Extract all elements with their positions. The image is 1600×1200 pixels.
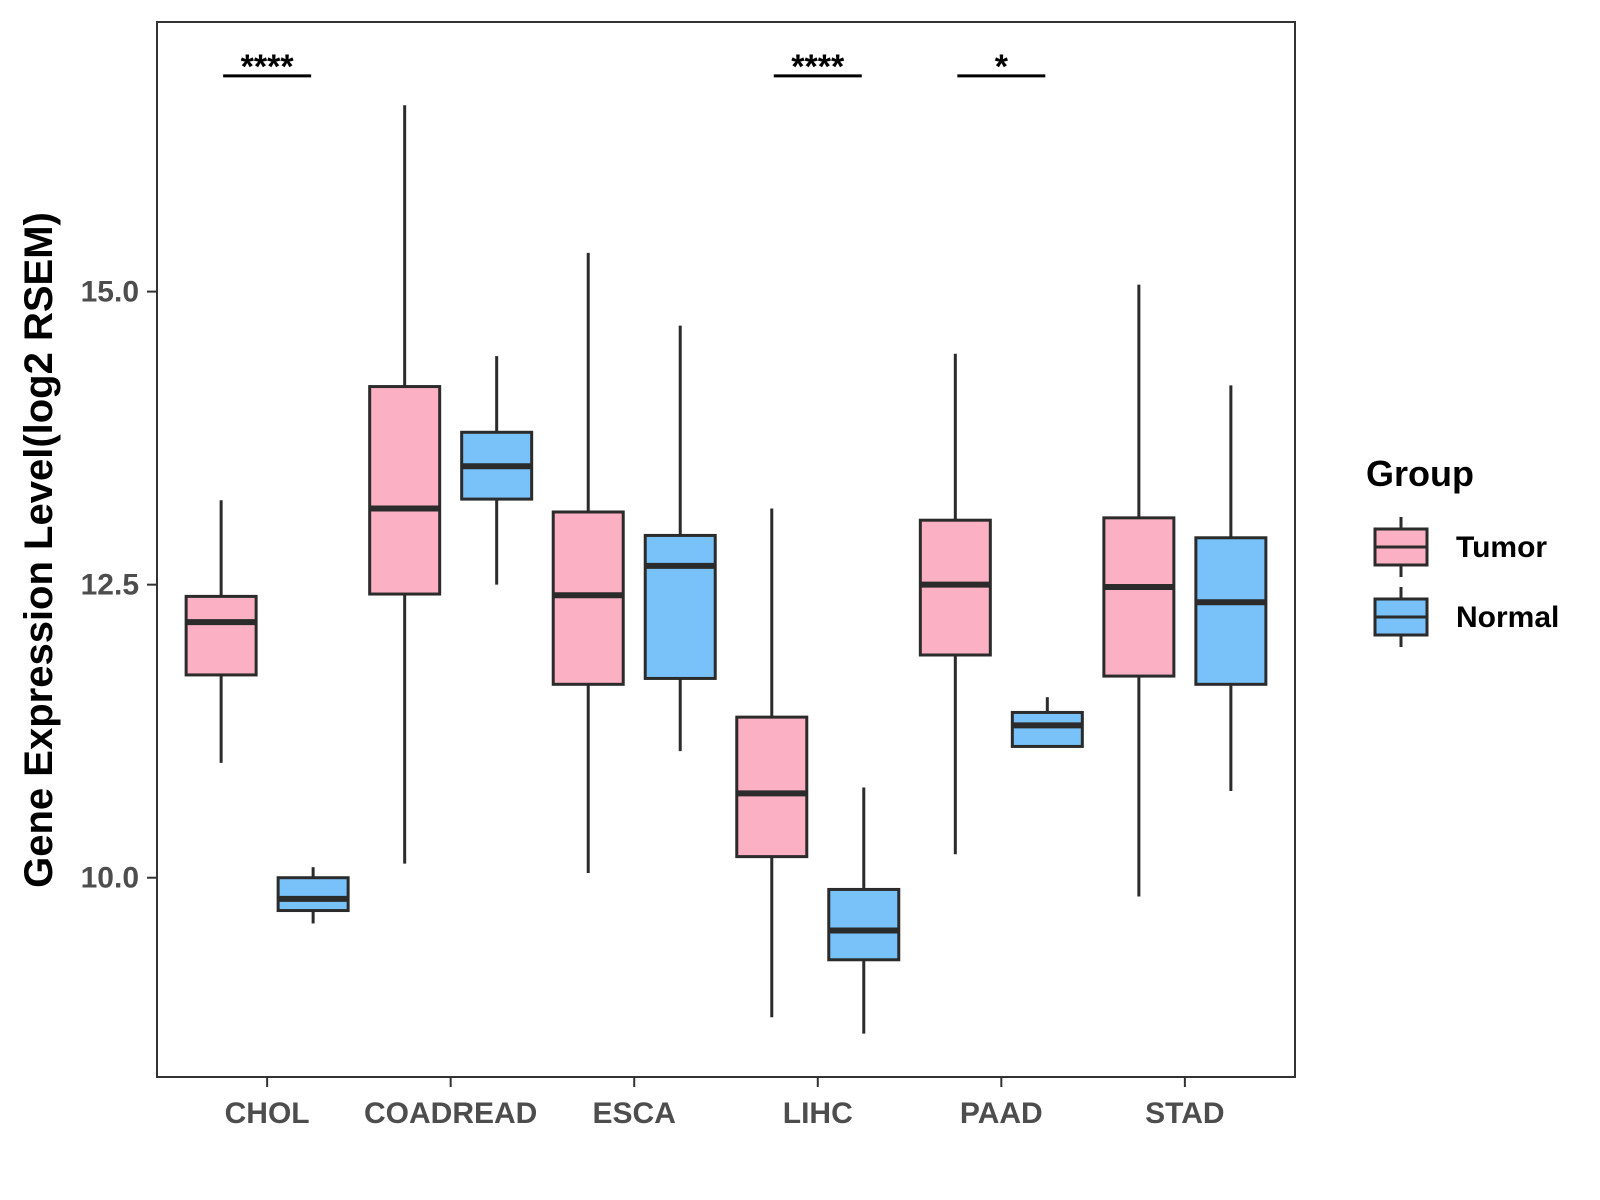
plot-panel-border [156, 21, 1296, 1078]
box-normal-paad [1010, 697, 1084, 748]
x-tick-label: LIHC [783, 1097, 853, 1130]
x-tick-label: COADREAD [364, 1097, 537, 1130]
significance-label: **** [241, 48, 295, 86]
x-tick-label: PAAD [960, 1097, 1043, 1130]
y-tick-label: 12.5 [81, 569, 139, 602]
box-tumor-stad [1102, 284, 1176, 897]
box-iqr [368, 385, 442, 596]
legend-label-tumor: Tumor [1456, 531, 1547, 564]
y-axis: 10.0 12.5 15.0 [81, 276, 157, 895]
box-iqr [276, 876, 350, 913]
x-tick-label: ESCA [593, 1097, 676, 1130]
x-tick-label: STAD [1145, 1097, 1224, 1130]
legend-title: Group [1366, 453, 1474, 494]
box-iqr [1010, 710, 1084, 748]
box-iqr [1102, 516, 1176, 678]
box-iqr [827, 887, 901, 962]
legend-key-tumor [1373, 517, 1429, 577]
box-iqr [1194, 536, 1268, 686]
box-tumor-paad [918, 353, 992, 855]
box-iqr [643, 533, 717, 680]
legend-label-normal: Normal [1456, 601, 1559, 634]
box-tumor-lihc [735, 508, 809, 1018]
box-normal-esca [643, 325, 717, 752]
box-tumor-coadread [368, 105, 442, 864]
box-tumor-esca [551, 252, 625, 874]
y-axis-label: Gene Expression Level(log2 RSEM) [17, 212, 61, 888]
significance-label: **** [791, 48, 845, 86]
significance-label: * [995, 48, 1009, 86]
y-tick-label: 10.0 [81, 862, 139, 895]
box-iqr [735, 715, 809, 859]
plot-area: **** **** * [184, 48, 1268, 1034]
box-normal-coadread [460, 356, 534, 585]
box-normal-stad [1194, 385, 1268, 791]
box-iqr [184, 594, 258, 677]
x-axis: CHOL COADREAD ESCA LIHC PAAD STAD [225, 1077, 1225, 1130]
box-normal-lihc [827, 787, 901, 1034]
legend-key-normal [1373, 587, 1429, 647]
box-normal-chol [276, 867, 350, 924]
x-tick-label: CHOL [225, 1097, 310, 1130]
legend: Group Tumor Normal [1366, 453, 1559, 647]
box-tumor-chol [184, 500, 258, 763]
y-tick-label: 15.0 [81, 276, 139, 309]
